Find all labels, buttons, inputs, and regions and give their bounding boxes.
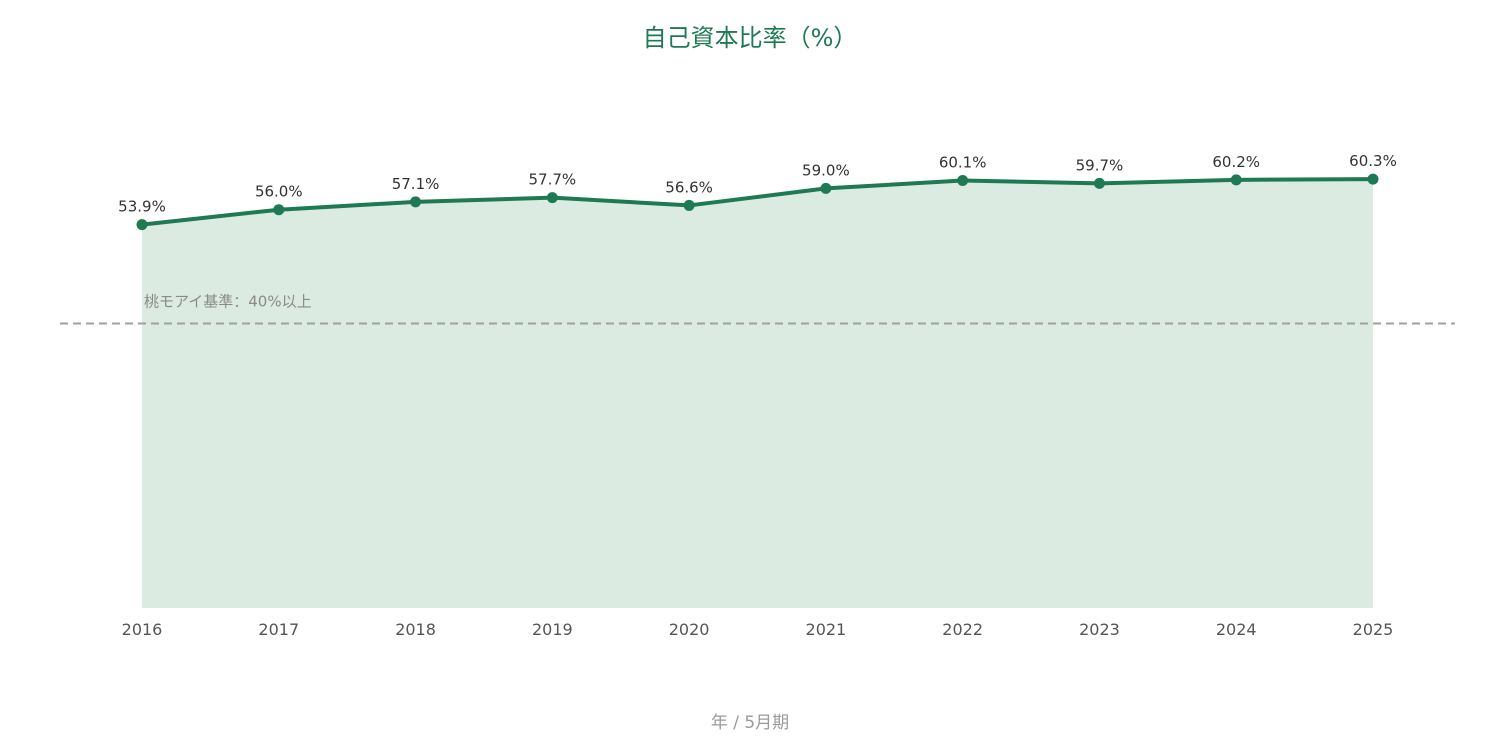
data-point bbox=[136, 219, 148, 231]
data-point bbox=[957, 175, 969, 187]
reference-label: 桃モアイ基準：40%以上 bbox=[144, 293, 312, 311]
data-point bbox=[546, 192, 558, 204]
line-layer bbox=[140, 177, 1375, 227]
chart-title: 自己資本比率（%） bbox=[643, 24, 858, 52]
data-label: 60.2% bbox=[1212, 153, 1260, 171]
data-point bbox=[410, 196, 422, 208]
data-point bbox=[1367, 173, 1379, 185]
data-label: 56.6% bbox=[665, 178, 713, 196]
data-label: 60.3% bbox=[1349, 152, 1397, 170]
x-tick-label: 2021 bbox=[806, 620, 847, 639]
data-label: 53.9% bbox=[118, 198, 166, 216]
series-line bbox=[140, 177, 1375, 227]
data-point bbox=[683, 199, 695, 211]
data-label-layer: 53.9% 56.0% 57.1% 57.7% 56.6% 59.0% 60.1% 59.7%… bbox=[118, 152, 1397, 216]
x-tick-label: 2020 bbox=[669, 620, 710, 639]
data-point bbox=[820, 182, 832, 194]
x-tick-label: 2022 bbox=[942, 620, 983, 639]
data-label: 57.7% bbox=[529, 171, 577, 189]
x-tick-layer: 2016 2017 2018 2019 2020 2021 2022 2023 2024 2025 bbox=[122, 620, 1394, 639]
area-layer bbox=[142, 179, 1373, 608]
area-fill bbox=[142, 179, 1373, 608]
data-label: 60.1% bbox=[939, 154, 987, 172]
data-label: 57.1% bbox=[392, 175, 440, 193]
reference-layer: 桃モアイ基準：40%以上 bbox=[60, 293, 1455, 325]
data-label: 56.0% bbox=[255, 183, 303, 201]
x-tick-label: 2018 bbox=[395, 620, 436, 639]
point-layer bbox=[136, 173, 1379, 231]
data-point bbox=[273, 204, 285, 216]
x-axis-label: 年 / 5月期 bbox=[711, 713, 789, 733]
data-label: 59.7% bbox=[1076, 156, 1124, 174]
x-tick-label: 2025 bbox=[1353, 620, 1394, 639]
x-tick-label: 2019 bbox=[532, 620, 573, 639]
data-label: 59.0% bbox=[802, 161, 850, 179]
x-tick-label: 2024 bbox=[1216, 620, 1257, 639]
data-point bbox=[1093, 177, 1105, 189]
data-point bbox=[1230, 174, 1242, 186]
x-tick-label: 2017 bbox=[258, 620, 299, 639]
x-tick-label: 2023 bbox=[1079, 620, 1120, 639]
x-tick-label: 2016 bbox=[122, 620, 163, 639]
